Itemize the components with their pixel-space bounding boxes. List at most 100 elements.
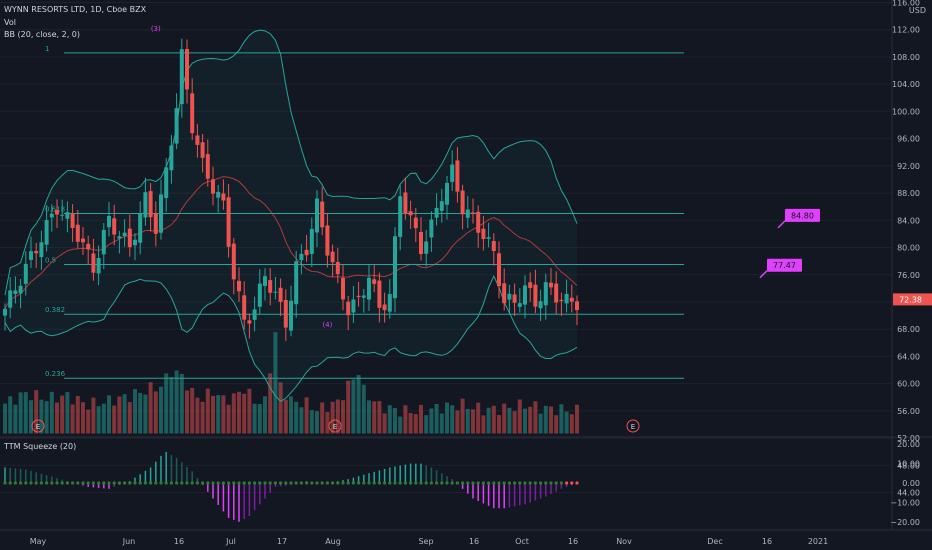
squeeze-dot <box>258 481 262 485</box>
volume-bar <box>424 415 429 434</box>
candle-body <box>247 320 252 324</box>
volume-bar <box>549 406 553 434</box>
candle-body <box>486 237 491 239</box>
squeeze-dot <box>164 481 168 485</box>
candlestick-series[interactable] <box>3 38 579 341</box>
candle-body <box>127 228 132 248</box>
volume-bar <box>148 382 153 434</box>
price-tick-label: 92.00 <box>897 162 920 171</box>
squeeze-dot <box>216 481 220 485</box>
squeeze-dot <box>310 481 314 485</box>
squeeze-dot <box>117 481 121 485</box>
candle-body <box>164 167 169 198</box>
volume-bar <box>44 401 49 434</box>
squeeze-dot <box>466 481 470 485</box>
candle-body <box>372 279 377 284</box>
candle-body <box>434 207 439 218</box>
volume-bar <box>372 401 377 434</box>
volume-bar <box>419 404 423 434</box>
price-targets: 84.80 77.47 <box>759 208 820 279</box>
squeeze-legend[interactable]: TTM Squeeze (20) <box>4 442 77 451</box>
earnings-label: E <box>36 423 40 431</box>
candle-body <box>133 239 137 246</box>
candle-body <box>283 299 288 328</box>
price-tick-label: 108.00 <box>892 53 920 62</box>
candle-body <box>29 251 33 260</box>
squeeze-dot <box>315 481 319 485</box>
squeeze-dot <box>487 481 491 485</box>
candle-body <box>112 218 117 235</box>
volume-bar <box>309 410 314 434</box>
candle-body <box>299 253 304 261</box>
volume-bar <box>377 401 382 434</box>
candle-body <box>408 211 413 216</box>
volume-bar <box>18 392 23 434</box>
squeeze-dot <box>471 481 475 485</box>
squeeze-dot <box>435 481 439 485</box>
volume-bar <box>289 396 293 434</box>
squeeze-dot <box>112 481 116 485</box>
price-axis[interactable]: 116.00 112.00 108.00 104.00 100.00 96.00 92.00… <box>892 0 932 498</box>
squeeze-dot <box>570 481 574 485</box>
volume-bar <box>325 411 330 434</box>
squeeze-dot <box>76 481 80 485</box>
volume-bar <box>257 404 262 434</box>
candle-body <box>429 219 434 238</box>
volume-legend[interactable]: Vol <box>4 18 16 27</box>
candle-body <box>455 160 460 192</box>
squeeze-dot <box>518 481 522 485</box>
fibonacci-retracement[interactable]: 1 0.618 0.5 0.382 0.236 <box>45 45 684 379</box>
squeeze-dot <box>180 481 184 485</box>
volume-bar <box>367 400 371 434</box>
volume-bar <box>387 405 392 434</box>
squeeze-dot <box>336 481 340 485</box>
candle-body <box>382 304 387 311</box>
squeeze-dot <box>221 481 225 485</box>
volume-bar <box>429 408 434 434</box>
volume-bar <box>34 390 39 434</box>
squeeze-dot <box>149 481 153 485</box>
candle-body <box>351 299 356 313</box>
squeeze-dot <box>133 481 137 485</box>
symbol-legend[interactable]: WYNN RESORTS LTD, 1D, Cboe BZX <box>4 5 147 14</box>
volume-bar <box>559 404 564 434</box>
candle-body <box>289 300 293 331</box>
candle-body <box>34 250 39 254</box>
target-badge <box>767 258 802 272</box>
volume-bar <box>231 393 236 434</box>
squeeze-dot <box>513 481 517 485</box>
oscillator-tick-label: 0.00 <box>902 479 920 488</box>
volume-bar <box>341 400 345 434</box>
wave-4-label: (4) <box>322 321 332 329</box>
candle-body <box>341 277 345 300</box>
squeeze-dot <box>232 481 236 485</box>
oscillator-tick-label: −10.00 <box>890 498 920 507</box>
volume-bar <box>268 373 273 434</box>
squeeze-dot <box>440 481 444 485</box>
candle-body <box>523 285 527 305</box>
volume-bar <box>575 404 579 434</box>
candle-body <box>200 142 205 158</box>
squeeze-dot <box>507 481 511 485</box>
oscillator-axis[interactable]: 20.00 10.00 0.00 −10.00 −20.00 <box>890 440 920 527</box>
bollinger-legend[interactable]: BB (20, close, 2, 0) <box>4 30 80 39</box>
volume-bar <box>179 373 184 434</box>
squeeze-dot <box>445 481 449 485</box>
squeeze-dot <box>492 481 496 485</box>
earnings-marker <box>31 419 45 433</box>
time-axis[interactable]: May Jun 16 Jul 17 Aug Sep 16 Oct 16 Nov Dec 16 2021 <box>30 537 828 546</box>
candle-body <box>91 253 96 273</box>
volume-bar <box>538 413 543 434</box>
wave-3-label: (3) <box>151 25 161 33</box>
volume-bar <box>138 392 143 434</box>
candle-body <box>559 299 564 302</box>
volume-bar <box>486 407 491 434</box>
squeeze-dot <box>403 481 407 485</box>
squeeze-dot <box>86 481 90 485</box>
candle-body <box>205 154 210 179</box>
squeeze-dot <box>143 481 147 485</box>
currency-label: USD <box>908 6 926 15</box>
candle-body <box>190 93 195 134</box>
price-tick-label: 96.00 <box>897 135 920 144</box>
